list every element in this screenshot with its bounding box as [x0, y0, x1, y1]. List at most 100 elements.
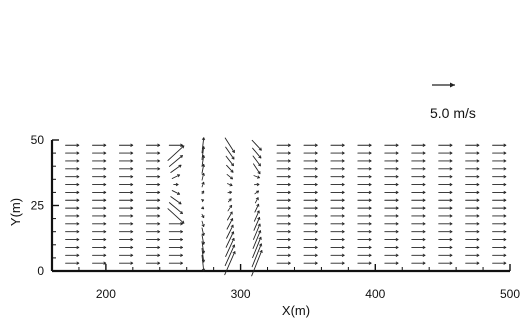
velocity-vector — [303, 229, 318, 234]
velocity-vector — [118, 237, 134, 242]
velocity-vector — [201, 190, 205, 195]
vector-head — [181, 145, 185, 149]
velocity-vector — [492, 237, 507, 242]
vector-head — [314, 167, 318, 171]
vector-head — [476, 198, 480, 202]
velocity-vector — [492, 159, 507, 163]
velocity-vector — [384, 151, 399, 155]
vector-head — [76, 174, 80, 179]
vector-head — [76, 159, 80, 163]
vector-shaft — [224, 251, 236, 276]
velocity-vector — [438, 167, 453, 171]
velocity-vector — [438, 261, 453, 265]
vector-head — [476, 206, 480, 210]
vector-head — [287, 167, 291, 171]
velocity-vector — [357, 206, 372, 210]
velocity-vector — [384, 222, 399, 226]
vector-head — [476, 159, 480, 163]
vector-head — [103, 261, 107, 265]
velocity-vector — [254, 182, 260, 187]
x-axis-title: X(m) — [282, 303, 310, 318]
vector-head — [157, 206, 160, 210]
velocity-vector — [118, 198, 134, 202]
velocity-vector — [92, 245, 107, 250]
vector-head — [341, 253, 345, 257]
velocity-vector — [357, 261, 372, 265]
velocity-vector — [492, 261, 507, 265]
vector-shaft — [170, 196, 182, 205]
velocity-vector — [465, 159, 480, 163]
vector-head — [476, 245, 480, 250]
vector-head — [314, 261, 318, 265]
y-tick-label: 25 — [31, 199, 45, 213]
vector-head — [476, 143, 480, 147]
vector-head — [368, 214, 372, 218]
velocity-vector — [173, 182, 179, 187]
velocity-vector — [276, 253, 291, 257]
vector-head — [449, 222, 453, 226]
velocity-vector — [92, 206, 107, 210]
velocity-vector — [145, 143, 161, 147]
vector-head — [341, 229, 345, 234]
velocity-vector — [168, 253, 184, 257]
velocity-vector — [252, 155, 261, 167]
velocity-vector — [225, 237, 235, 257]
vector-head — [314, 174, 318, 179]
vector-shaft — [226, 218, 234, 230]
vector-head — [422, 182, 426, 187]
vector-head — [103, 167, 107, 171]
vector-shaft — [253, 223, 261, 240]
vector-head — [256, 203, 260, 207]
velocity-vector — [384, 253, 399, 257]
vector-head — [157, 167, 160, 171]
velocity-vector — [357, 167, 372, 171]
velocity-vector — [465, 222, 480, 226]
vector-head — [395, 237, 399, 242]
velocity-vector — [357, 253, 372, 257]
velocity-vector — [118, 222, 134, 226]
vector-head — [130, 237, 133, 242]
vector-head — [368, 245, 372, 250]
vector-head — [314, 198, 318, 202]
vector-head — [179, 155, 183, 159]
velocity-vector — [145, 222, 161, 226]
velocity-vector — [411, 190, 426, 195]
vector-head — [287, 174, 291, 179]
x-tick-label: 200 — [96, 287, 116, 301]
velocity-vector — [276, 198, 291, 202]
vector-head — [476, 182, 480, 187]
vector-shaft — [168, 202, 183, 215]
vector-head — [130, 261, 133, 265]
vector-shaft — [168, 155, 183, 167]
vector-shaft — [227, 183, 233, 186]
vector-head — [180, 229, 183, 234]
velocity-vector — [276, 190, 291, 195]
velocity-vector — [118, 182, 134, 187]
velocity-vector — [492, 222, 507, 226]
vector-head — [180, 253, 183, 257]
velocity-vector — [145, 182, 161, 187]
velocity-vector — [384, 237, 399, 242]
vector-head — [180, 237, 183, 242]
vector-head — [503, 214, 507, 218]
vector-head — [76, 198, 80, 202]
velocity-vector — [492, 253, 507, 257]
velocity-vector — [118, 214, 134, 218]
vector-head — [368, 167, 372, 171]
velocity-vector — [201, 213, 205, 219]
vector-head — [503, 182, 507, 187]
velocity-vector — [145, 190, 161, 195]
velocity-vector — [384, 214, 399, 218]
velocity-vector — [384, 182, 399, 187]
vector-head — [395, 245, 399, 250]
velocity-vector — [276, 167, 291, 171]
vector-head — [130, 214, 133, 218]
vector-head — [130, 253, 133, 257]
velocity-vector — [357, 214, 372, 218]
velocity-vector — [226, 224, 234, 239]
velocity-vector — [118, 151, 134, 155]
velocity-vector — [492, 229, 507, 234]
vector-head — [76, 167, 80, 171]
velocity-vector — [225, 231, 235, 248]
velocity-vector — [201, 181, 205, 188]
